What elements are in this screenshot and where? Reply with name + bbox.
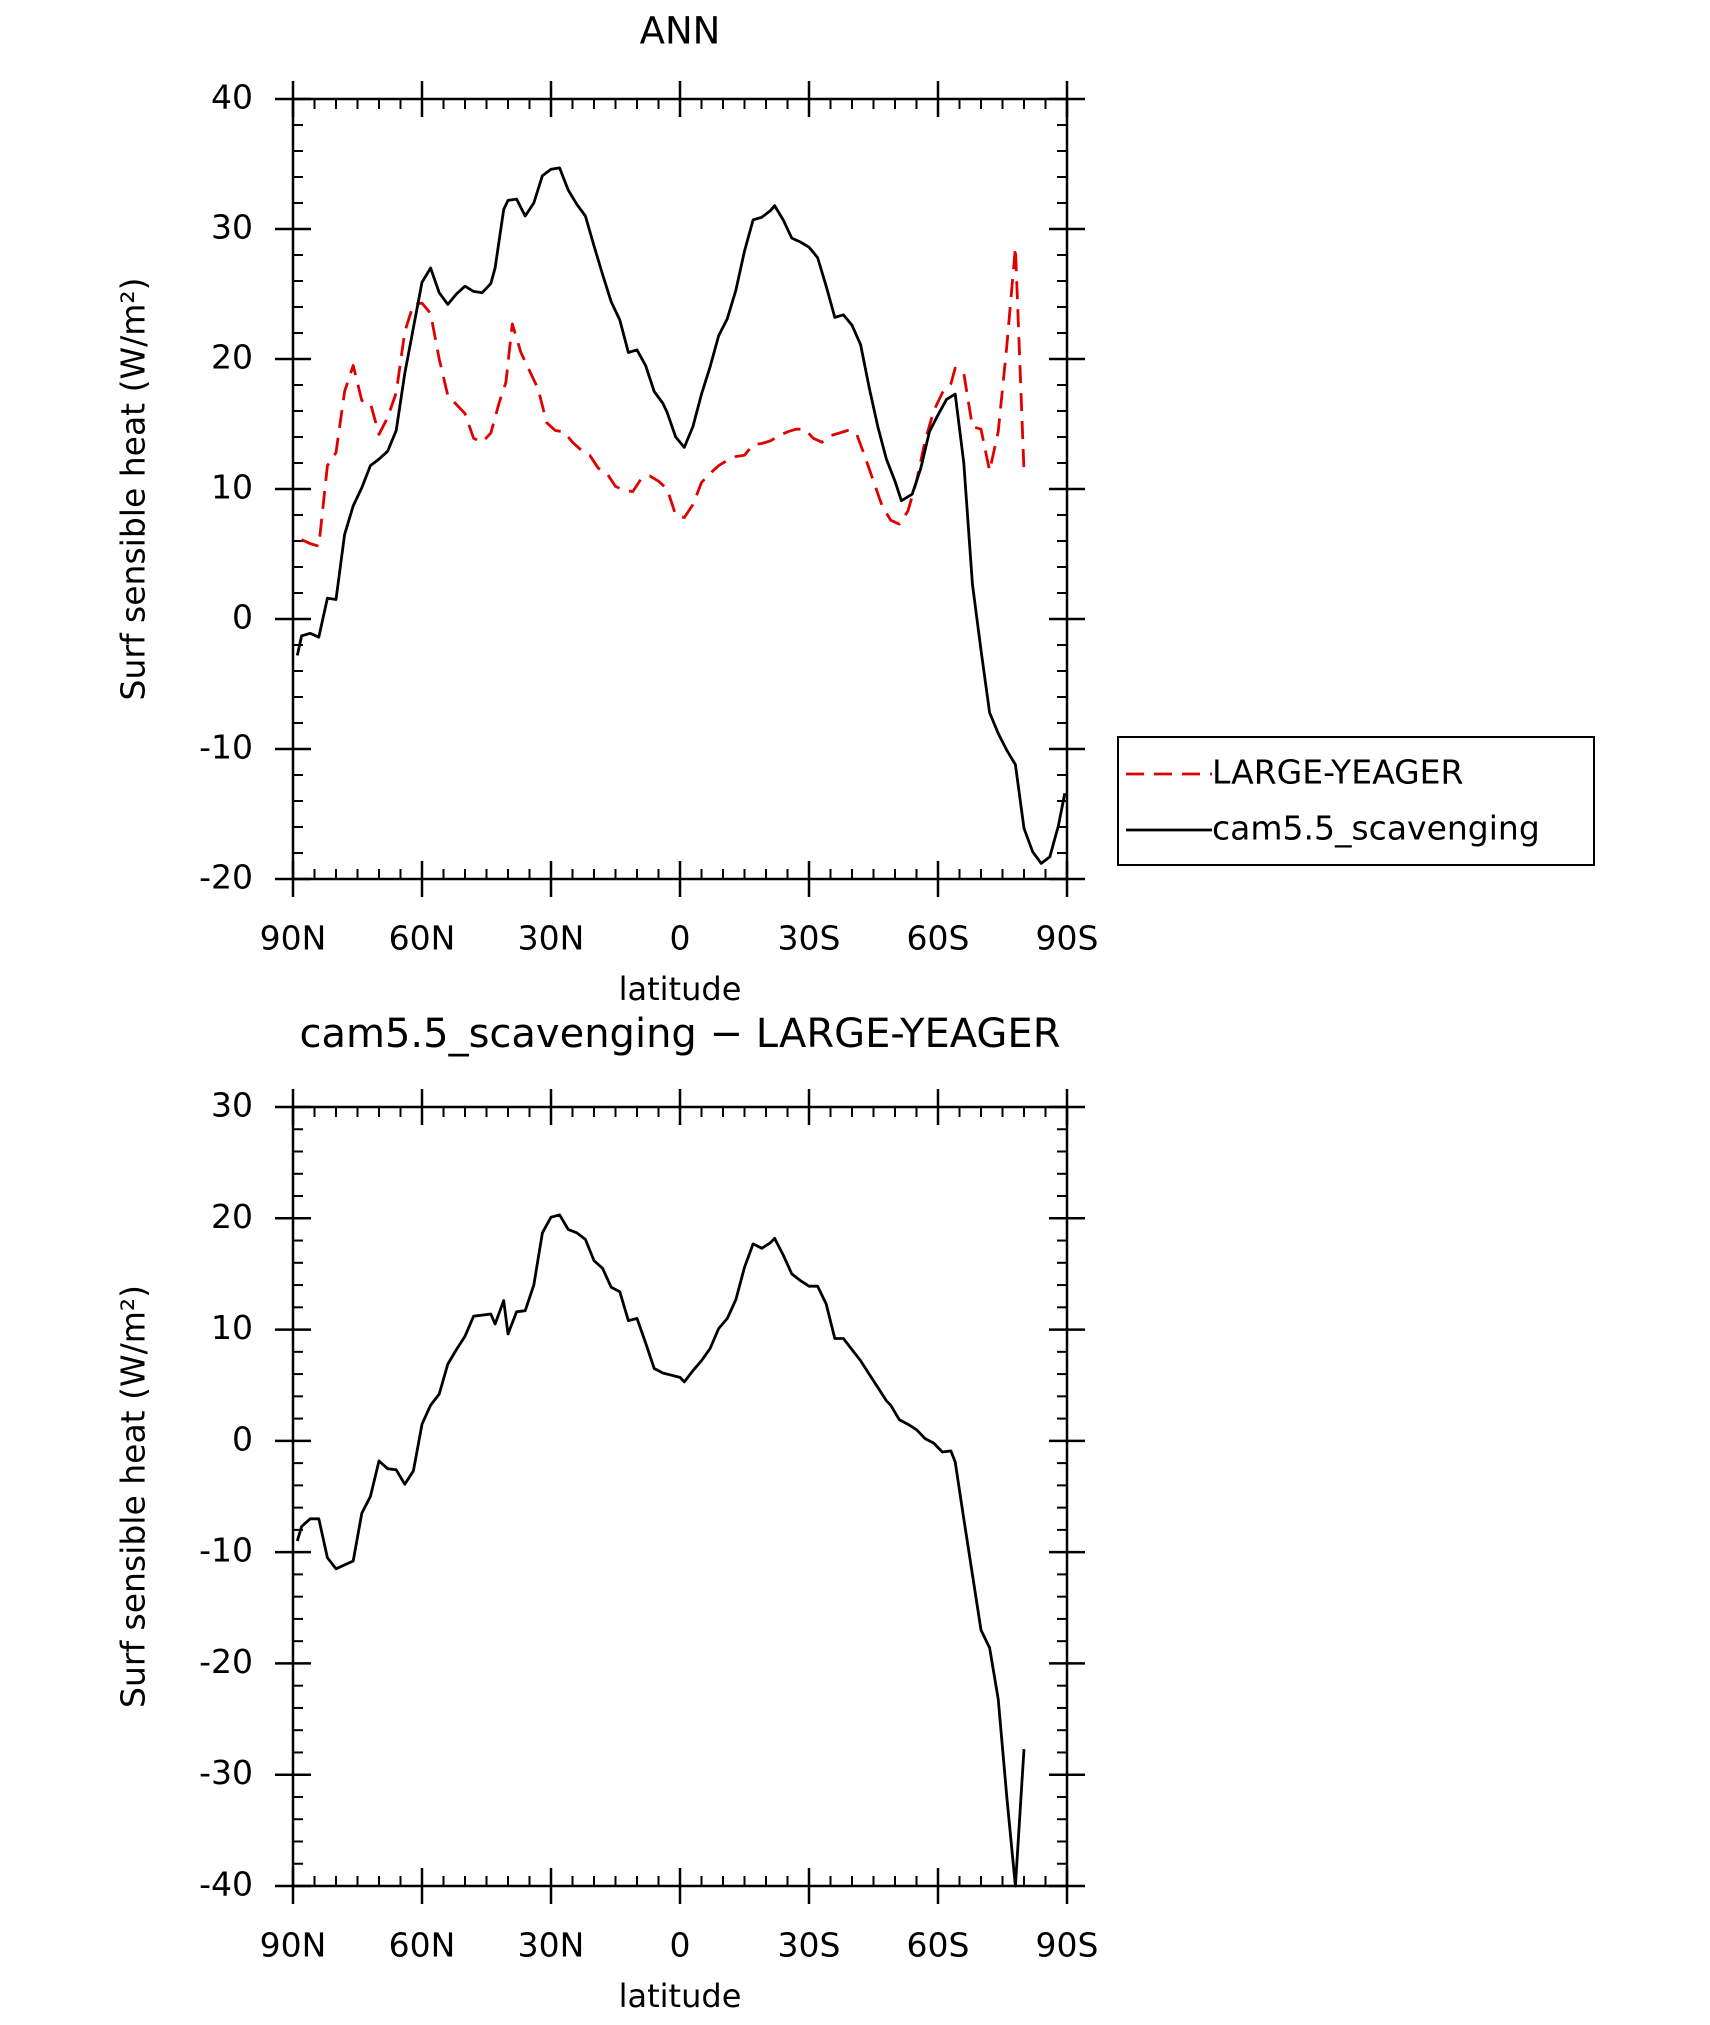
data-line	[295, 1213, 1026, 1888]
y-tick-label: 20	[211, 1197, 253, 1236]
y-tick-label: 10	[211, 468, 253, 507]
y-tick-label: 20	[211, 338, 253, 377]
chart-title: cam5.5_scavenging − LARGE-YEAGER	[300, 1011, 1061, 1057]
x-axis-label: latitude	[619, 1977, 742, 2015]
y-axis-label: Surf sensible heat (W/m²)	[114, 278, 153, 701]
legend-box	[1117, 736, 1595, 866]
plot-frame	[291, 1105, 1069, 1888]
x-tick-label: 60S	[907, 919, 970, 958]
y-tick-label: -10	[199, 1531, 253, 1570]
plot-frame	[291, 97, 1069, 881]
y-tick-label: -10	[199, 728, 253, 767]
data-line	[295, 166, 1067, 865]
y-tick-label: 30	[211, 1086, 253, 1125]
x-tick-label: 30S	[778, 919, 841, 958]
y-tick-label: 0	[232, 1419, 253, 1458]
y-tick-label: -40	[199, 1865, 253, 1904]
x-tick-label: 30S	[778, 1926, 841, 1965]
y-tick-label: -30	[199, 1753, 253, 1792]
x-tick-label: 30N	[518, 919, 585, 958]
x-tick-label: 60S	[907, 1926, 970, 1965]
x-tick-label: 60N	[389, 1926, 456, 1965]
y-tick-label: -20	[199, 858, 253, 897]
legend-label: cam5.5_scavenging	[1212, 809, 1540, 848]
y-tick-label: 30	[211, 208, 253, 247]
x-axis-label: latitude	[619, 970, 742, 1008]
x-tick-label: 60N	[389, 919, 456, 958]
x-tick-label: 0	[670, 919, 691, 958]
x-tick-label: 30N	[518, 1926, 585, 1965]
legend-label: LARGE-YEAGER	[1212, 753, 1463, 792]
x-tick-label: 0	[670, 1926, 691, 1965]
y-tick-label: 40	[211, 78, 253, 117]
x-tick-label: 90S	[1036, 919, 1099, 958]
y-axis-label: Surf sensible heat (W/m²)	[114, 1285, 153, 1708]
x-tick-label: 90N	[260, 1926, 327, 1965]
y-tick-label: 10	[211, 1308, 253, 1347]
y-tick-label: 0	[232, 598, 253, 637]
x-tick-label: 90S	[1036, 1926, 1099, 1965]
data-line	[301, 245, 1026, 548]
y-tick-label: -20	[199, 1642, 253, 1681]
chart-title: ANN	[640, 10, 721, 53]
x-tick-label: 90N	[260, 919, 327, 958]
